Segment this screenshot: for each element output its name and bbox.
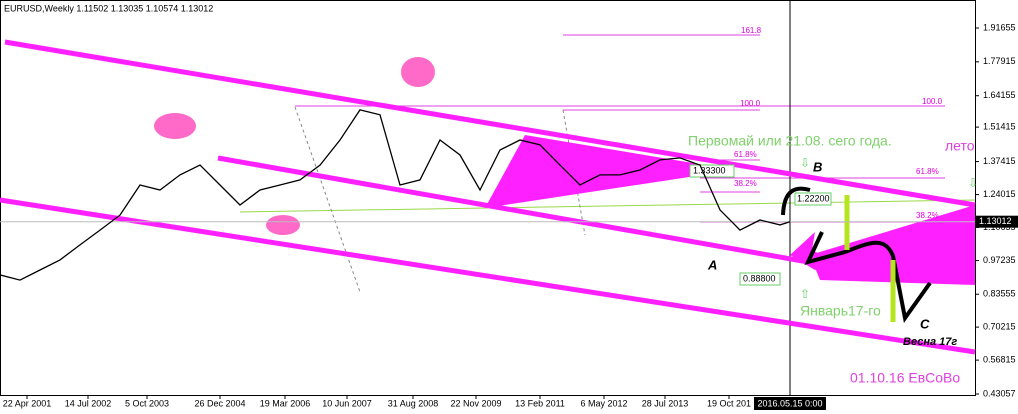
last-price-box: [976, 215, 1018, 228]
y-tick-label: 1.24015: [983, 189, 1016, 199]
channel-line: [0, 197, 976, 355]
fib-label: 38.2%: [734, 179, 757, 188]
y-tick-label: 1.51415: [983, 121, 1016, 131]
note: Январь17-го: [800, 303, 881, 319]
arrow-icon: ⇩: [968, 176, 978, 190]
y-tick-label: 0.56815: [983, 354, 1016, 364]
x-tick-label: 22 Apr 2001: [3, 398, 52, 408]
wave-label: C: [920, 316, 930, 331]
chart-title: EURUSD,Weekly 1.11502 1.13035 1.10574 1.…: [4, 3, 213, 13]
price-line: [0, 109, 791, 281]
last-price-label: 1.13012: [979, 216, 1012, 226]
ellipse: [266, 215, 300, 235]
fib-label: 61.8%: [734, 150, 757, 159]
x-tick-label: 5 Oct 2003: [125, 398, 169, 408]
fib-label: 100.0: [922, 97, 943, 106]
y-tick-label: 1.37415: [983, 156, 1016, 166]
y-tick-label: 1.64155: [983, 90, 1016, 100]
price-box-label: 0.88800: [743, 273, 776, 283]
wave-label: B: [813, 159, 822, 174]
wave-label: A: [707, 257, 717, 272]
y-tick-label: 1.91655: [983, 22, 1016, 32]
y-tick-label: 0.70215: [983, 321, 1016, 331]
note: 01.10.16 ЕвСоВо: [850, 370, 960, 386]
x-tick-label: 19 Mar 2006: [260, 398, 311, 408]
x-tick-label: 31 Aug 2008: [388, 398, 439, 408]
time-box: [754, 397, 826, 410]
ellipse: [401, 57, 435, 87]
arrow-icon: ⇧: [800, 287, 810, 301]
triangle: [810, 205, 975, 285]
x-tick-label: 22 Nov 2009: [450, 398, 501, 408]
fib-label: 61.8%: [916, 167, 939, 176]
x-tick-label: 6 May 2012: [580, 398, 627, 408]
fib-label: 100.0: [740, 99, 761, 108]
trend-line: [239, 199, 976, 213]
price-box: [794, 192, 832, 206]
dashed-line: [294, 106, 361, 293]
x-tick-label: 26 Dec 2004: [194, 398, 245, 408]
fib-label: 38.2%: [916, 211, 939, 220]
price-box-label: 1.33300: [693, 165, 726, 175]
x-tick-label: 10 Jun 2007: [322, 398, 372, 408]
x-tick-label: 19 Oct 201: [707, 398, 751, 408]
fib-label: 161.8: [741, 26, 762, 35]
time-label: 2016.05.15 0:00: [757, 398, 822, 408]
price-box-label: 1.22200: [797, 193, 830, 203]
annotations: EURUSD,Weekly 1.11502 1.13035 1.10574 1.…: [4, 3, 975, 385]
channel-line: [217, 155, 826, 268]
channel-line: [4, 39, 976, 208]
x-tick-label: 13 Feb 2011: [515, 398, 565, 408]
x-tick-label: 28 Jul 2013: [642, 398, 689, 408]
note: Первомай или 21.08. сего года.: [688, 133, 892, 149]
price-box: [739, 272, 781, 286]
note: лето: [945, 138, 975, 154]
forecast-path: [804, 231, 932, 323]
price-layer: [0, 109, 975, 281]
y-tick-label: 0.43057: [983, 388, 1016, 398]
y-tick-label: 0.97235: [983, 255, 1016, 265]
y-tick-label: 0.83555: [983, 289, 1016, 299]
y-tick-label: 1.77915: [983, 56, 1016, 66]
arrow-icon: ⇩: [800, 156, 810, 170]
forecast-path: [781, 186, 811, 216]
note: Весна 17г: [903, 336, 957, 348]
x-tick-label: 14 Jul 2002: [65, 398, 112, 408]
ellipse: [154, 113, 196, 139]
